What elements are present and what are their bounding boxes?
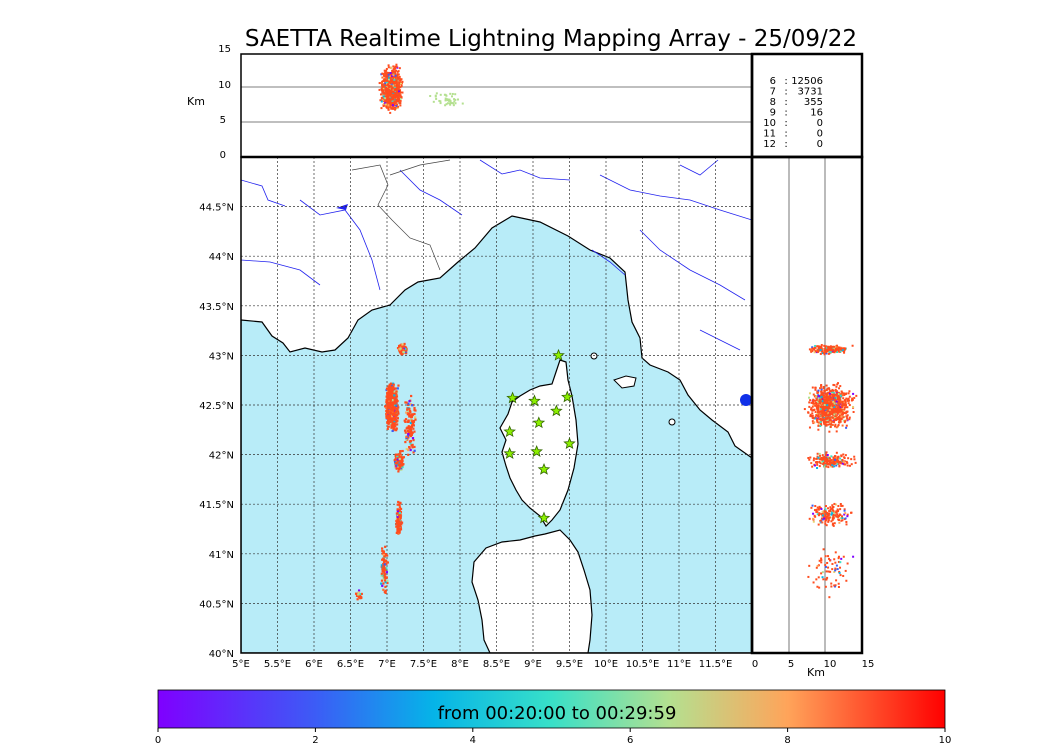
lat-tick-label: 40°N (209, 649, 234, 660)
sardinia-island (471, 529, 593, 653)
longitude-ticks: 5°E 5.5°E 6°E 6.5°E 7°E 7.5°E 8°E 8.5°E 9°E 9.5°E… (232, 659, 732, 670)
lat-tick-label: 43.5°N (199, 302, 234, 313)
station-count-value: 0 (817, 139, 823, 150)
top-ytick-10: 10 (218, 80, 231, 91)
corsica-island (499, 359, 579, 527)
rivers (241, 159, 752, 351)
lon-tick-label: 5°E (232, 659, 250, 670)
station-star-icon (503, 447, 516, 460)
station-count-value: 16 (810, 108, 823, 119)
side-xtick-0: 0 (752, 659, 758, 670)
top-ytick-5: 5 (220, 115, 226, 126)
lon-tick-label: 7°E (378, 659, 396, 670)
station-count-label: 12 (763, 139, 776, 150)
station-count-separator: : (784, 118, 787, 129)
map-grid (241, 157, 752, 653)
colorbar-tick-label: 0 (155, 735, 161, 746)
station-count-value: 0 (817, 129, 823, 140)
station-star-icon (537, 462, 551, 475)
colorbar-label: from 00:20:00 to 00:29:59 (438, 703, 677, 724)
colorbar-tick-label: 6 (627, 735, 633, 746)
station-star-icon (532, 416, 546, 429)
lat-tick-label: 42.5°N (199, 401, 234, 412)
station-count-value: 355 (804, 97, 823, 108)
lon-tick-label: 7.5°E (410, 659, 437, 670)
top-ytick-15: 15 (218, 44, 231, 55)
station-count-label: 8 (770, 97, 776, 108)
colorbar-tick-label: 8 (784, 735, 790, 746)
station-count-label: 6 (770, 76, 776, 87)
side-xtick-5: 5 (788, 659, 794, 670)
lon-tick-label: 11.5°E (699, 659, 733, 670)
station-markers (503, 348, 576, 524)
lon-tick-label: 8°E (451, 659, 469, 670)
lon-tick-label: 6°E (305, 659, 323, 670)
station-count-label: 10 (763, 118, 776, 129)
lon-tick-label: 6.5°E (337, 659, 364, 670)
borders (351, 159, 451, 271)
station-star-icon (537, 511, 551, 524)
lon-tick-label: 10°E (594, 659, 618, 670)
capraia-island (590, 352, 598, 360)
lon-tick-label: 9.5°E (556, 659, 583, 670)
lon-tick-label: 8.5°E (483, 659, 510, 670)
station-star-icon (552, 348, 565, 361)
station-count-separator: : (784, 129, 787, 140)
lat-tick-label: 44.5°N (199, 203, 234, 214)
station-star-icon (561, 390, 574, 403)
lat-tick-label: 41°N (209, 550, 234, 561)
station-count-separator: : (784, 87, 787, 98)
station-count-separator: : (784, 139, 787, 150)
lon-tick-label: 9°E (524, 659, 542, 670)
lat-tick-label: 41.5°N (199, 500, 234, 511)
station-star-icon (528, 394, 541, 407)
lon-tick-label: 10.5°E (626, 659, 660, 670)
chart-title: SAETTA Realtime Lightning Mapping Array … (245, 26, 857, 52)
east-marker (740, 394, 752, 406)
station-count-value: 0 (817, 118, 823, 129)
lat-tick-label: 43°N (209, 351, 234, 362)
colorbar: from 00:20:00 to 00:29:59 0 2 4 6 8 10 (155, 689, 952, 746)
station-count-separator: : (784, 97, 787, 108)
colorbar-tick-label: 4 (470, 735, 476, 746)
lon-tick-label: 5.5°E (264, 659, 291, 670)
station-star-icon (530, 445, 543, 458)
station-star-icon (503, 425, 516, 438)
elba-island (613, 375, 637, 389)
lon-tick-label: 11°E (667, 659, 691, 670)
station-star-icon (563, 437, 576, 449)
station-count-label: 9 (770, 108, 776, 119)
lake (336, 204, 348, 210)
station-star-icon (506, 391, 519, 404)
side-altitude-panel (752, 157, 862, 653)
side-panel-xlabel: Km (807, 666, 825, 679)
top-altitude-panel (241, 54, 752, 157)
lat-tick-label: 42°N (209, 451, 234, 462)
map-panel[interactable] (241, 157, 752, 653)
map-lightning-points (354, 342, 417, 601)
station-count-value: 3731 (798, 87, 823, 98)
lat-tick-label: 44°N (209, 252, 234, 263)
station-count-separator: : (784, 108, 787, 119)
station-count-label: 7 (770, 87, 776, 98)
colorbar-tick-label: 10 (939, 735, 952, 746)
side-xtick-15: 15 (862, 659, 875, 670)
station-count-value: 12506 (791, 76, 823, 87)
station-count-separator: : (784, 76, 787, 87)
top-panel-ylabel: Km (187, 95, 205, 108)
giglio-island (668, 418, 676, 426)
side-xtick-10: 10 (824, 659, 837, 670)
colorbar-tick-label: 2 (312, 735, 318, 746)
station-count-label: 11 (763, 129, 776, 140)
lat-tick-label: 40.5°N (199, 599, 234, 610)
station-star-icon (550, 404, 563, 417)
latitude-ticks: 44.5°N 44°N 43.5°N 43°N 42.5°N 42°N 41.5°N 41°N… (199, 203, 234, 660)
top-ytick-0: 0 (220, 150, 226, 161)
